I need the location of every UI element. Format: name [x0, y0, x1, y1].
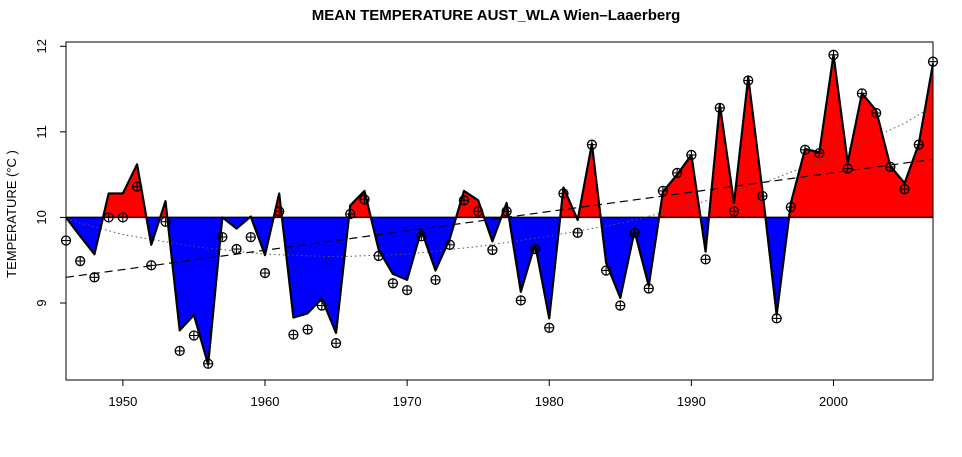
- data-point: [572, 227, 583, 238]
- below-area-19: [600, 217, 660, 298]
- data-point: [430, 274, 441, 286]
- data-point: [245, 231, 256, 243]
- below-area-9: [281, 217, 349, 333]
- data-point: [743, 75, 754, 86]
- plot-frame: [65, 41, 934, 381]
- data-point: [345, 208, 356, 220]
- above-area-18: [578, 143, 601, 218]
- above-area-24: [789, 54, 933, 218]
- data-point: [842, 163, 853, 174]
- data-point: [217, 231, 228, 243]
- below-area-15: [508, 217, 561, 319]
- data-point: [330, 338, 342, 349]
- x-tick-label: 1980: [535, 394, 564, 409]
- data-point: [117, 212, 129, 223]
- data-point: [615, 300, 626, 311]
- y-tick-label: 11: [34, 125, 49, 139]
- data-point: [373, 250, 384, 262]
- data-point: [103, 212, 114, 223]
- y-tick-label: 9: [34, 299, 49, 306]
- data-point: [444, 239, 455, 250]
- data-point: [657, 185, 669, 197]
- y-tick-label: 12: [34, 39, 49, 53]
- data-point: [686, 149, 697, 161]
- data-point: [231, 243, 242, 255]
- below-area-2: [146, 217, 161, 245]
- data-point: [501, 206, 512, 217]
- data-point: [672, 167, 683, 179]
- data-point: [586, 139, 598, 150]
- data-point: [771, 313, 782, 324]
- data-point: [259, 267, 271, 279]
- data-point: [89, 272, 100, 283]
- data-point: [913, 139, 924, 150]
- data-point: [146, 260, 157, 271]
- data-point: [757, 190, 768, 202]
- data-point: [131, 181, 143, 192]
- data-point: [728, 206, 740, 217]
- below-area-13: [484, 217, 502, 242]
- data-point: [629, 227, 640, 238]
- data-point: [202, 358, 214, 369]
- temperature-series-line: [65, 53, 935, 366]
- data-point: [544, 322, 555, 333]
- above-area-20: [659, 154, 701, 218]
- data-point: [316, 300, 327, 311]
- data-point: [160, 216, 171, 227]
- data-point: [387, 278, 399, 289]
- axes: 1950 1960 1970 1980 1990 2000 9 10 11 12: [34, 39, 848, 409]
- data-point: [714, 102, 725, 114]
- data-point: [487, 244, 498, 256]
- x-tick-label: 1970: [393, 394, 422, 409]
- data-point: [473, 206, 484, 217]
- data-point: [174, 345, 185, 357]
- data-point: [416, 231, 427, 242]
- x-tick-label: 1950: [108, 394, 137, 409]
- x-tick-label: 2000: [819, 394, 848, 409]
- data-point: [359, 194, 370, 205]
- data-point: [600, 265, 612, 276]
- data-point: [643, 283, 654, 294]
- data-point: [828, 49, 839, 60]
- linear-trend-line: [65, 158, 934, 278]
- below-area-23: [765, 217, 790, 315]
- below-area-11: [370, 217, 457, 280]
- data-point: [288, 329, 299, 340]
- y-axis-label: TEMPERATURE (°C ): [4, 150, 19, 278]
- data-point: [188, 330, 200, 341]
- below-area-7: [251, 217, 274, 256]
- x-tick-label: 1990: [677, 394, 706, 409]
- y-tick-label: 10: [34, 210, 49, 224]
- data-point: [302, 324, 313, 335]
- data-point: [515, 295, 526, 306]
- plot-area: [60, 49, 939, 369]
- data-point: [814, 148, 825, 159]
- data-point: [885, 161, 896, 173]
- data-point: [401, 285, 413, 296]
- data-point: [558, 188, 569, 199]
- data-point: [856, 88, 868, 99]
- data-point: [899, 184, 910, 195]
- x-tick-label: 1960: [251, 394, 280, 409]
- data-point: [799, 144, 811, 155]
- chart-title: MEAN TEMPERATURE AUST_WLA Wien–Laaerberg: [312, 7, 681, 24]
- data-point: [274, 206, 285, 217]
- data-point: [785, 201, 797, 213]
- below-area-0: [66, 217, 104, 255]
- data-point: [75, 255, 86, 267]
- data-point: [458, 195, 470, 206]
- above-area-22: [708, 77, 766, 218]
- below-area-5: [222, 217, 250, 229]
- data-point: [870, 107, 882, 119]
- data-point: [700, 254, 711, 265]
- data-point: [529, 243, 541, 255]
